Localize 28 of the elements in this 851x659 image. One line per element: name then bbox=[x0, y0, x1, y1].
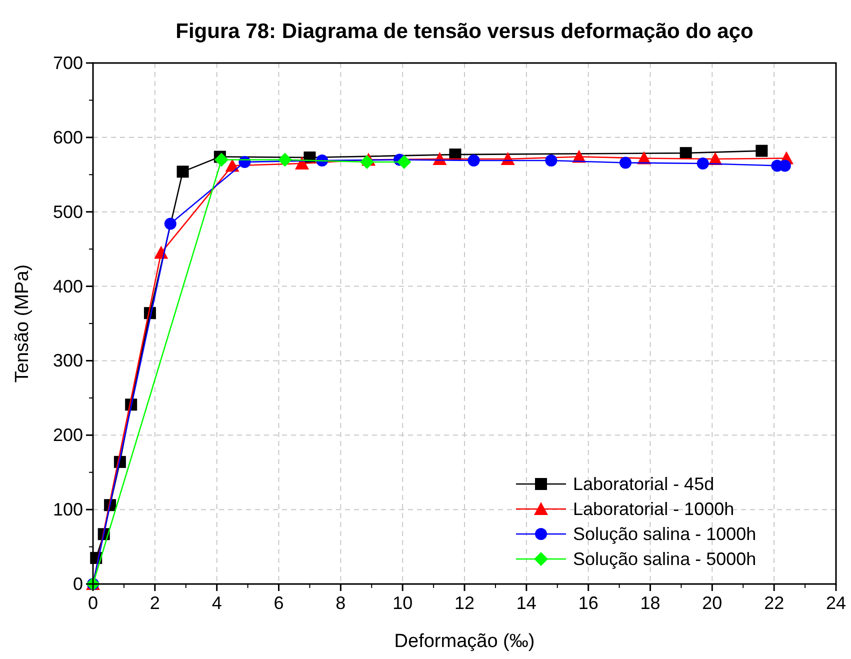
x-tick-label: 18 bbox=[640, 593, 660, 613]
x-tick-label: 12 bbox=[454, 593, 475, 613]
y-tick-label: 0 bbox=[72, 574, 83, 594]
chart-title: Figura 78: Diagrama de tensão versus deformação do aço bbox=[176, 20, 754, 43]
x-axis-title: Deformação (‰) bbox=[394, 631, 535, 652]
y-axis-title: Tensão (MPa) bbox=[12, 264, 33, 383]
legend-label: Laboratorial - 45d bbox=[573, 474, 714, 494]
x-tick-label: 8 bbox=[336, 593, 346, 613]
legend-label: Laboratorial - 1000h bbox=[573, 499, 734, 519]
y-tick-label: 100 bbox=[52, 500, 83, 520]
x-tick-label: 6 bbox=[274, 593, 284, 613]
y-tick-label: 700 bbox=[52, 53, 83, 73]
x-tick-label: 24 bbox=[826, 593, 846, 613]
y-tick-label: 300 bbox=[52, 350, 83, 371]
x-tick-label: 20 bbox=[702, 593, 722, 613]
y-tick-label: 200 bbox=[52, 425, 83, 446]
y-tick-label: 600 bbox=[52, 127, 83, 148]
legend-label: Solução salina - 5000h bbox=[573, 549, 756, 569]
x-tick-label: 10 bbox=[392, 593, 413, 613]
x-tick-label: 0 bbox=[88, 593, 98, 613]
legend-label: Solução salina - 1000h bbox=[573, 524, 756, 544]
x-tick-label: 4 bbox=[212, 593, 222, 613]
y-tick-label: 400 bbox=[52, 276, 83, 296]
x-tick-label: 22 bbox=[764, 593, 784, 613]
x-tick-label: 2 bbox=[150, 593, 160, 613]
x-tick-label: 14 bbox=[516, 593, 536, 613]
x-tick-label: 16 bbox=[578, 593, 598, 613]
y-tick-label: 500 bbox=[52, 202, 83, 222]
